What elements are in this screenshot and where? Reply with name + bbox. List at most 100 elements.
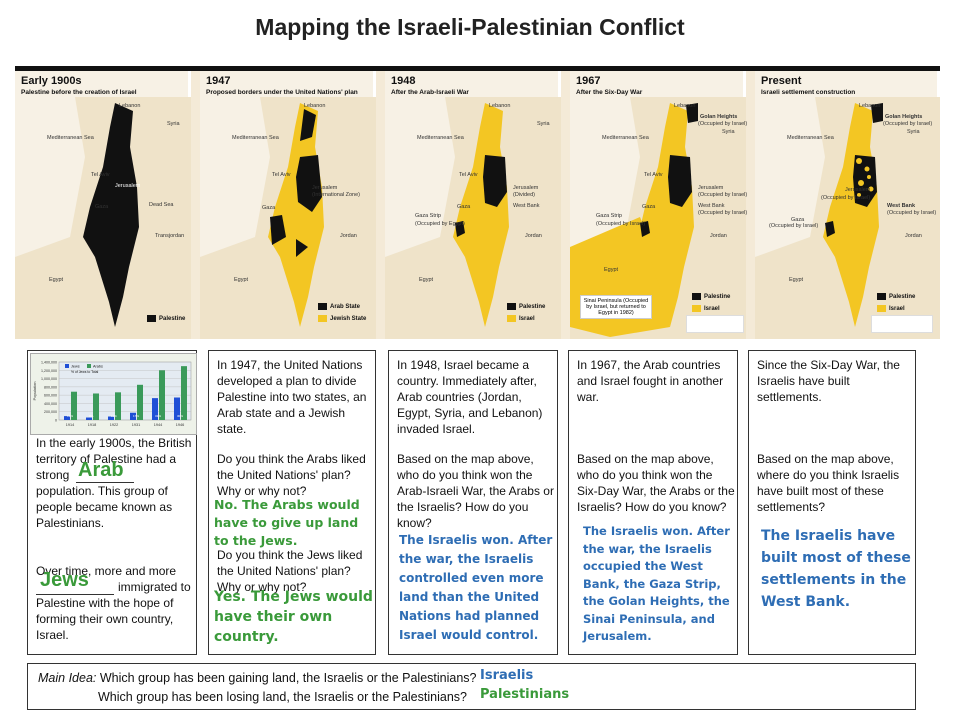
chart-percent-label: 17% <box>133 414 139 418</box>
chart-ytick-label: 1,400,000 <box>41 361 57 365</box>
chart-xtick-label: 1914 <box>66 423 74 427</box>
map-panel-1967: 1967 After the Six-Day War Lebanon Golan… <box>570 71 748 339</box>
label-jerusalem: Jerusalem <box>513 185 539 191</box>
map-legend: Palestine <box>877 293 915 300</box>
map-year: 1967 <box>576 75 601 87</box>
chart-xtick-label: 1918 <box>88 423 96 427</box>
chart-xtick-label: 1922 <box>110 423 118 427</box>
map-subtitle: After the Six-Day War <box>576 89 643 96</box>
label-occ-israel: (Occupied by Israel) <box>698 192 748 198</box>
chart-bar-arabs <box>115 392 121 420</box>
blank-legend-box <box>686 315 744 333</box>
label-occ-israel: (Occupied by Israel) <box>887 210 937 216</box>
legend-label: Palestine <box>519 304 546 311</box>
box-present: Since the Six-Day War, the Israelis have… <box>748 350 916 655</box>
label-lebanon: Lebanon <box>859 103 881 109</box>
map-panel-early-1900s: Early 1900s Palestine before the creatio… <box>15 71 191 339</box>
blank-legend-box <box>871 315 933 333</box>
box4-q2: Based on the map above, who do you think… <box>577 452 735 514</box>
chart-xtick-label: 1944 <box>154 423 162 427</box>
map-legend: Israel <box>692 305 720 312</box>
label-egypt: Egypt <box>604 267 619 273</box>
map-present <box>755 97 940 339</box>
legend-label: Israel <box>889 306 905 313</box>
map-subtitle: Israeli settlement construction <box>761 89 856 96</box>
label-lebanon: Lebanon <box>119 103 141 109</box>
chart-percent-label: 11% <box>111 414 117 418</box>
label-gaza: Gaza <box>95 204 109 210</box>
page-title: Mapping the Israeli-Palestinian Conflict <box>255 14 685 40</box>
label-med: Mediterranean Sea <box>232 135 279 141</box>
box3-q2: Based on the map above, who do you think… <box>397 452 554 530</box>
chart-bar-jews <box>130 412 136 420</box>
box5-answer: The Israelis have built most of these se… <box>761 528 911 610</box>
box2-answer1: No. The Arabs would have to give up land… <box>214 497 360 548</box>
label-gazastrip: Gaza Strip <box>415 213 441 219</box>
box4-q1: In 1967, the Arab countries and Israel f… <box>577 358 724 404</box>
label-egypt: Egypt <box>419 277 434 283</box>
label-deadsea: Dead Sea <box>149 202 174 208</box>
chart-legend-swatch <box>65 364 69 368</box>
legend-label: Palestine <box>159 316 186 323</box>
main-idea-q2: Which group has been losing land, the Is… <box>98 690 467 704</box>
map-legend: Israel <box>507 315 535 322</box>
map-panel-present: Present Israeli settlement construction … <box>755 71 940 339</box>
label-med: Mediterranean Sea <box>787 135 834 141</box>
box1-q2a: Over time, more and more <box>36 564 177 578</box>
label-occ-egypt: (Occupied by Egypt) <box>415 221 465 227</box>
chart-bar-jews <box>174 397 180 420</box>
box3-q1: In 1948, Israel became a country. Immedi… <box>397 358 543 436</box>
box-1948: In 1948, Israel became a country. Immedi… <box>388 350 558 655</box>
label-telaviv: Tel Aviv <box>272 172 291 178</box>
label-transjordan: Transjordan <box>155 233 185 239</box>
chart-bar-jews <box>152 398 158 420</box>
map-legend: Jewish State <box>318 315 366 322</box>
chart-percent-label: 12% <box>67 414 73 418</box>
map-subtitle: Palestine before the creation of Israel <box>21 89 137 96</box>
sinai-note: Sinai Peninsula (Occupied by Israel, but… <box>580 295 652 319</box>
label-jerusalem: Jerusalem <box>845 187 871 193</box>
map-subtitle: After the Arab-Israeli War <box>391 89 469 96</box>
chart-ytick-label: 400,000 <box>44 402 57 406</box>
box2-answer2: Yes. The Jews would have their own count… <box>214 589 373 645</box>
chart-bar-arabs <box>181 366 187 420</box>
box1-q1: In the early 1900s, the British territor… <box>36 436 192 466</box>
main-idea-q1: Main Idea: Which group has been gaining … <box>38 671 476 685</box>
answer-jews: Jews <box>40 569 89 591</box>
label-occ-israel: (Occupied by Israel) <box>769 223 819 229</box>
answer-line <box>76 482 134 483</box>
chart-ytick-label: 1,200,000 <box>41 369 57 373</box>
label-gaza: Gaza <box>457 204 471 210</box>
label-lebanon: Lebanon <box>489 103 511 109</box>
chart-percent-label: 31% <box>155 414 161 418</box>
main-idea-box: Main Idea: Which group has been gaining … <box>27 663 916 710</box>
label-jordan: Jordan <box>710 233 727 239</box>
chart-plot-area <box>58 361 192 421</box>
map-year: 1948 <box>391 75 416 87</box>
label-med: Mediterranean Sea <box>417 135 464 141</box>
chart-ytick-label: 800,000 <box>44 385 57 389</box>
box2-q3: Do you think the Jews liked the United N… <box>217 548 363 594</box>
map-legend: Palestine <box>147 315 185 322</box>
label-intzone: (International Zone) <box>312 192 360 198</box>
map-year: Present <box>761 75 802 87</box>
label-occ-israel: (Occupied by Israel) <box>596 221 646 227</box>
map-panel-1948: 1948 After the Arab-Israeli War Lebanon … <box>385 71 561 339</box>
map-legend: Palestine <box>692 293 730 300</box>
label-jordan: Jordan <box>905 233 922 239</box>
box4-answer: The Israelis won. After the war, the Isr… <box>583 524 730 643</box>
main-idea-label: Main Idea: <box>38 671 97 685</box>
chart-bar-arabs <box>71 391 77 420</box>
label-telaviv: Tel Aviv <box>459 172 478 178</box>
label-jerusalem: Jerusalem <box>312 185 338 191</box>
map-1947 <box>200 97 376 339</box>
label-syria: Syria <box>167 121 180 127</box>
label-occ-israel: (Occupied by Israel) <box>698 121 748 127</box>
population-chart: 1,400,000 1,200,000 1,000,000 800,000 600,00… <box>30 353 197 435</box>
label-med: Mediterranean Sea <box>602 135 649 141</box>
label-divided: (Divided) <box>513 192 536 198</box>
chart-legend-swatch <box>87 364 91 368</box>
box3-answer: The Israelis won. After the war, the Isr… <box>399 533 553 642</box>
label-occ-israel: (Occupied by Israel) <box>698 210 748 216</box>
main-idea-answer2: Palestinians <box>480 687 570 702</box>
